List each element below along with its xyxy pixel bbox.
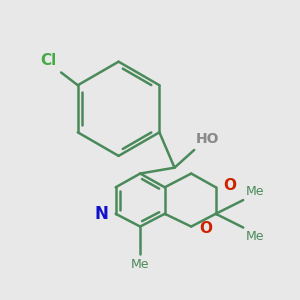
Text: O: O: [224, 178, 237, 193]
Text: Me: Me: [131, 258, 149, 271]
Text: Cl: Cl: [40, 52, 56, 68]
Text: HO: HO: [196, 132, 220, 146]
Text: Me: Me: [246, 185, 265, 198]
Text: O: O: [199, 221, 212, 236]
Text: N: N: [95, 205, 109, 223]
Text: Me: Me: [246, 230, 265, 242]
